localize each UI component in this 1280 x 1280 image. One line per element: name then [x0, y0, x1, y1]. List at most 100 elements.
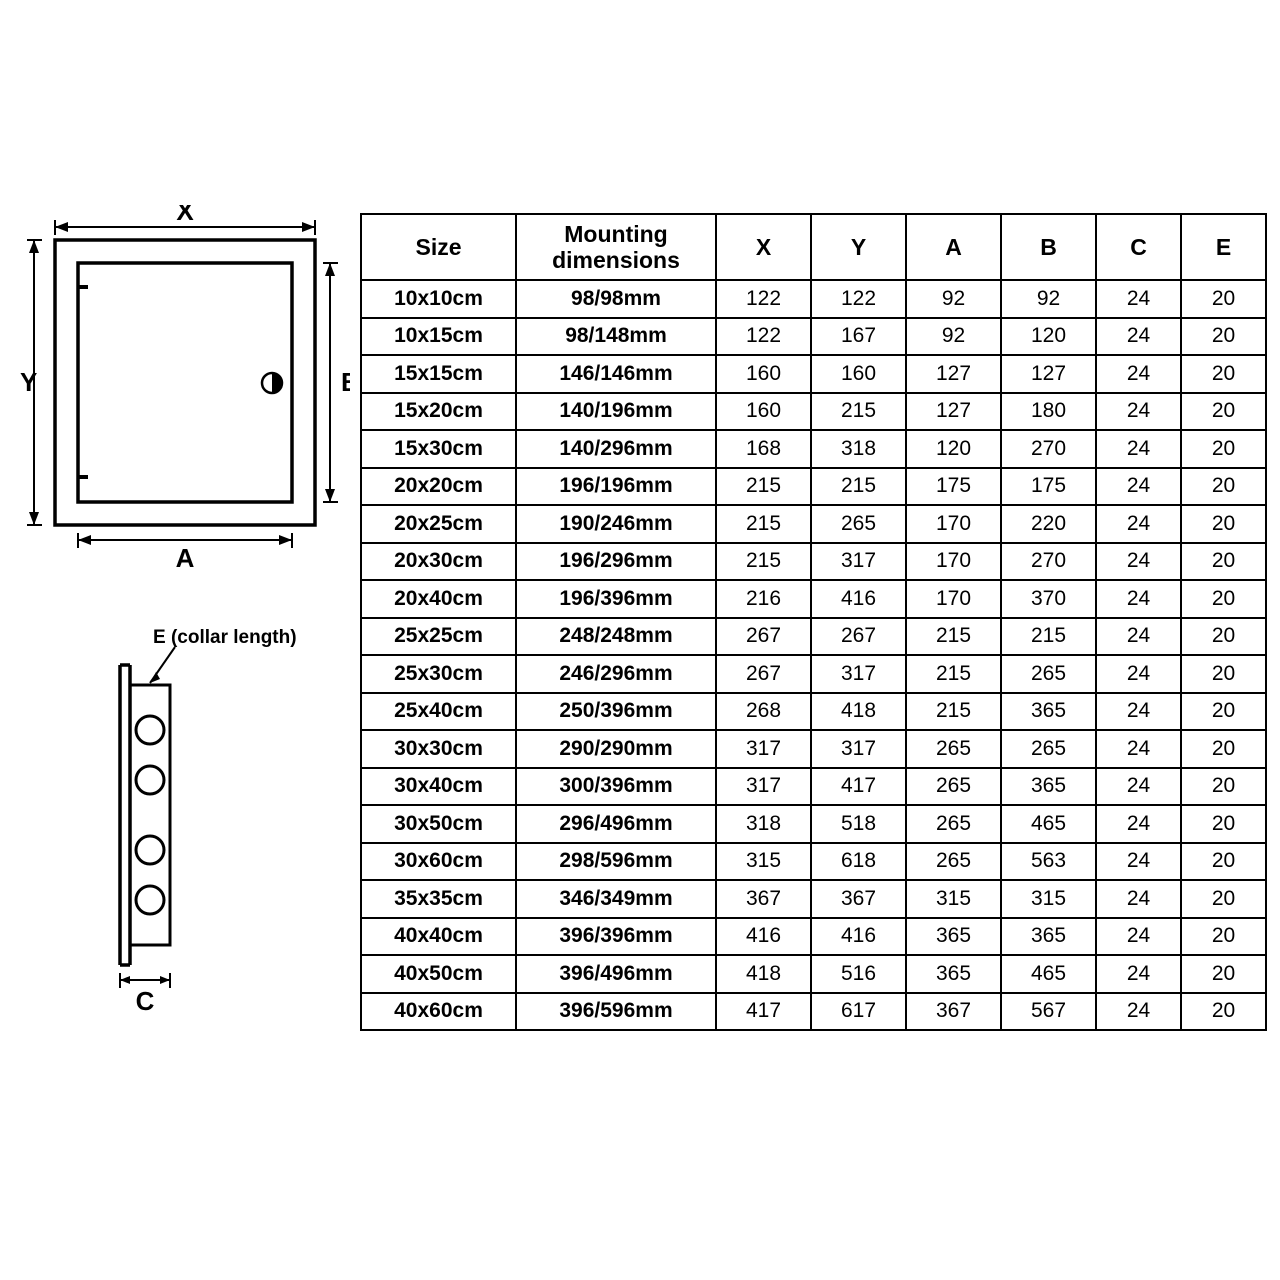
- cell-e: 20: [1181, 505, 1266, 543]
- col-x: X: [716, 214, 811, 280]
- spec-table: Size Mounting dimensions X Y A B C E 10x…: [360, 213, 1267, 1031]
- cell-size: 10x15cm: [361, 318, 516, 356]
- col-mount: Mounting dimensions: [516, 214, 716, 280]
- cell-b: 465: [1001, 955, 1096, 993]
- table-row: 15x15cm146/146mm1601601271272420: [361, 355, 1266, 393]
- cell-x: 160: [716, 355, 811, 393]
- cell-mount: 196/396mm: [516, 580, 716, 618]
- cell-y: 215: [811, 468, 906, 506]
- cell-a: 170: [906, 505, 1001, 543]
- table-row: 40x60cm396/596mm4176173675672420: [361, 993, 1266, 1031]
- cell-mount: 146/146mm: [516, 355, 716, 393]
- cell-size: 30x60cm: [361, 843, 516, 881]
- table-header-row: Size Mounting dimensions X Y A B C E: [361, 214, 1266, 280]
- cell-b: 270: [1001, 430, 1096, 468]
- cell-e: 20: [1181, 843, 1266, 881]
- cell-b: 92: [1001, 280, 1096, 318]
- cell-a: 215: [906, 618, 1001, 656]
- cell-e: 20: [1181, 730, 1266, 768]
- cell-c: 24: [1096, 730, 1181, 768]
- cell-a: 265: [906, 730, 1001, 768]
- cell-mount: 140/296mm: [516, 430, 716, 468]
- label-e-note: E (collar length): [153, 627, 297, 648]
- table-row: 40x40cm396/396mm4164163653652420: [361, 918, 1266, 956]
- table-row: 30x60cm298/596mm3156182655632420: [361, 843, 1266, 881]
- cell-e: 20: [1181, 880, 1266, 918]
- cell-c: 24: [1096, 468, 1181, 506]
- cell-e: 20: [1181, 543, 1266, 581]
- table-row: 15x30cm140/296mm1683181202702420: [361, 430, 1266, 468]
- cell-mount: 196/196mm: [516, 468, 716, 506]
- cell-mount: 396/596mm: [516, 993, 716, 1031]
- cell-e: 20: [1181, 618, 1266, 656]
- cell-y: 215: [811, 393, 906, 431]
- cell-y: 416: [811, 580, 906, 618]
- cell-e: 20: [1181, 355, 1266, 393]
- cell-x: 317: [716, 768, 811, 806]
- col-c: C: [1096, 214, 1181, 280]
- cell-a: 92: [906, 318, 1001, 356]
- cell-c: 24: [1096, 355, 1181, 393]
- cell-x: 215: [716, 505, 811, 543]
- cell-x: 418: [716, 955, 811, 993]
- cell-c: 24: [1096, 918, 1181, 956]
- cell-b: 270: [1001, 543, 1096, 581]
- cell-size: 15x20cm: [361, 393, 516, 431]
- cell-a: 92: [906, 280, 1001, 318]
- cell-mount: 250/396mm: [516, 693, 716, 731]
- cell-b: 315: [1001, 880, 1096, 918]
- cell-size: 25x25cm: [361, 618, 516, 656]
- cell-mount: 290/290mm: [516, 730, 716, 768]
- cell-size: 20x40cm: [361, 580, 516, 618]
- cell-a: 265: [906, 843, 1001, 881]
- cell-mount: 140/196mm: [516, 393, 716, 431]
- cell-b: 265: [1001, 655, 1096, 693]
- cell-mount: 396/396mm: [516, 918, 716, 956]
- cell-x: 216: [716, 580, 811, 618]
- cell-a: 175: [906, 468, 1001, 506]
- cell-e: 20: [1181, 955, 1266, 993]
- cell-size: 30x50cm: [361, 805, 516, 843]
- cell-e: 20: [1181, 693, 1266, 731]
- cell-x: 168: [716, 430, 811, 468]
- cell-x: 318: [716, 805, 811, 843]
- cell-y: 317: [811, 655, 906, 693]
- cell-c: 24: [1096, 880, 1181, 918]
- label-c: C: [136, 986, 155, 1016]
- cell-size: 40x60cm: [361, 993, 516, 1031]
- label-y: Y: [20, 367, 37, 397]
- label-b: B: [341, 367, 350, 397]
- cell-a: 120: [906, 430, 1001, 468]
- table-row: 10x15cm98/148mm122167921202420: [361, 318, 1266, 356]
- col-a: A: [906, 214, 1001, 280]
- cell-size: 25x30cm: [361, 655, 516, 693]
- cell-c: 24: [1096, 993, 1181, 1031]
- table-row: 15x20cm140/196mm1602151271802420: [361, 393, 1266, 431]
- cell-size: 25x40cm: [361, 693, 516, 731]
- cell-size: 35x35cm: [361, 880, 516, 918]
- cell-size: 15x30cm: [361, 430, 516, 468]
- cell-c: 24: [1096, 543, 1181, 581]
- cell-y: 317: [811, 730, 906, 768]
- col-b: B: [1001, 214, 1096, 280]
- cell-size: 30x30cm: [361, 730, 516, 768]
- cell-b: 370: [1001, 580, 1096, 618]
- cell-y: 167: [811, 318, 906, 356]
- dimension-diagram: X Y B: [20, 205, 350, 1075]
- table-row: 30x50cm296/496mm3185182654652420: [361, 805, 1266, 843]
- cell-x: 215: [716, 543, 811, 581]
- table-row: 30x30cm290/290mm3173172652652420: [361, 730, 1266, 768]
- cell-c: 24: [1096, 430, 1181, 468]
- cell-x: 215: [716, 468, 811, 506]
- cell-b: 567: [1001, 993, 1096, 1031]
- cell-b: 563: [1001, 843, 1096, 881]
- cell-y: 516: [811, 955, 906, 993]
- cell-size: 15x15cm: [361, 355, 516, 393]
- cell-e: 20: [1181, 430, 1266, 468]
- cell-a: 367: [906, 993, 1001, 1031]
- cell-e: 20: [1181, 993, 1266, 1031]
- diagram-area: X Y B: [20, 205, 350, 1075]
- cell-b: 365: [1001, 918, 1096, 956]
- label-x: X: [176, 205, 194, 226]
- table-row: 20x40cm196/396mm2164161703702420: [361, 580, 1266, 618]
